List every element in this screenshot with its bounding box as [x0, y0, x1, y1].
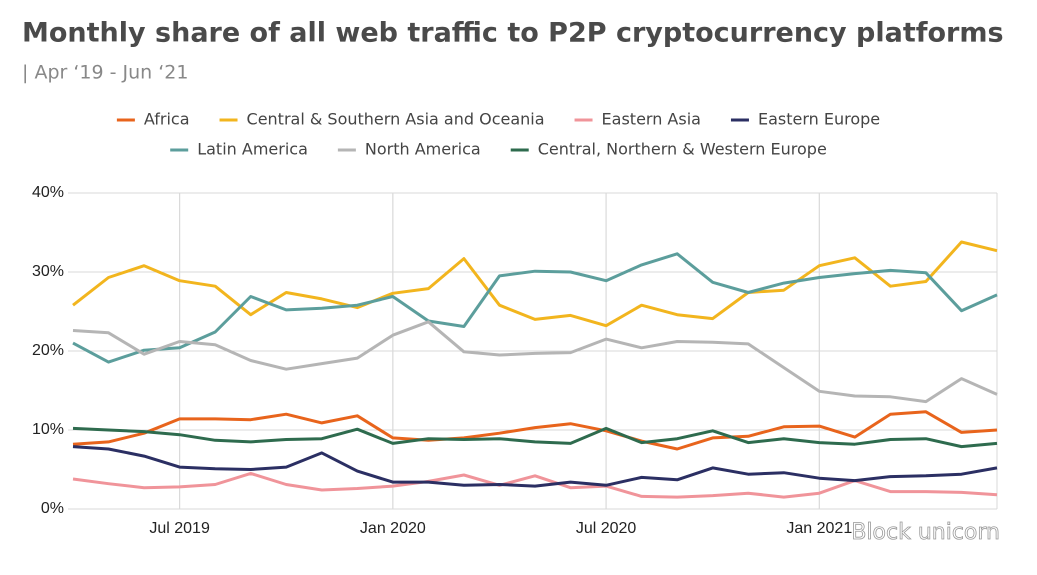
legend-item: Central, Northern & Western Europe: [510, 140, 827, 159]
legend-label: Eastern Asia: [602, 110, 701, 129]
chart-subtitle: | Apr ‘19 - Jun ‘21: [22, 62, 188, 84]
series-line: [72, 252, 998, 364]
legend-item: Central & Southern Asia and Oceania: [219, 110, 545, 129]
series-line: [72, 240, 998, 328]
x-tick-label: Jul 2019: [149, 520, 210, 537]
series-line: [72, 445, 998, 488]
legend-label: Eastern Europe: [758, 110, 880, 129]
legend-label: Central, Northern & Western Europe: [538, 140, 827, 159]
legend-item: North America: [337, 140, 481, 159]
series-line: [72, 410, 998, 451]
legend-item: Africa: [116, 110, 190, 129]
y-tick-label: 10%: [32, 421, 64, 438]
x-tick-label: Jan 2020: [360, 520, 426, 537]
x-tick-label: Jul 2020: [576, 520, 637, 537]
chart-title: Monthly share of all web traffic to P2P …: [22, 18, 1004, 49]
y-tick-label: 20%: [32, 342, 64, 359]
plot: [72, 240, 998, 499]
y-tick-label: 30%: [32, 263, 64, 280]
y-tick-label: 40%: [32, 184, 64, 201]
watermark: Block unicorn: [851, 520, 1000, 545]
series-line: [72, 426, 998, 449]
legend-item: Latin America: [170, 140, 308, 159]
y-tick-label: 0%: [41, 500, 64, 517]
series-line: [72, 471, 998, 499]
legend-item: Eastern Asia: [574, 110, 701, 129]
grid: 0% 10% 20% 30% 40% Jul 2019 Jan 2020 Jul 2020 Ja…: [32, 184, 998, 537]
legend-label: Latin America: [197, 140, 308, 159]
x-tick-label: Jan 2021: [786, 520, 852, 537]
legend-item: Eastern Europe: [730, 110, 880, 129]
legend-label: North America: [365, 140, 481, 159]
series-line: [72, 320, 998, 404]
legend-label: Africa: [144, 110, 190, 129]
legend-label: Central & Southern Asia and Oceania: [247, 110, 545, 129]
legend: Africa Central & Southern Asia and Oceani…: [116, 110, 880, 159]
